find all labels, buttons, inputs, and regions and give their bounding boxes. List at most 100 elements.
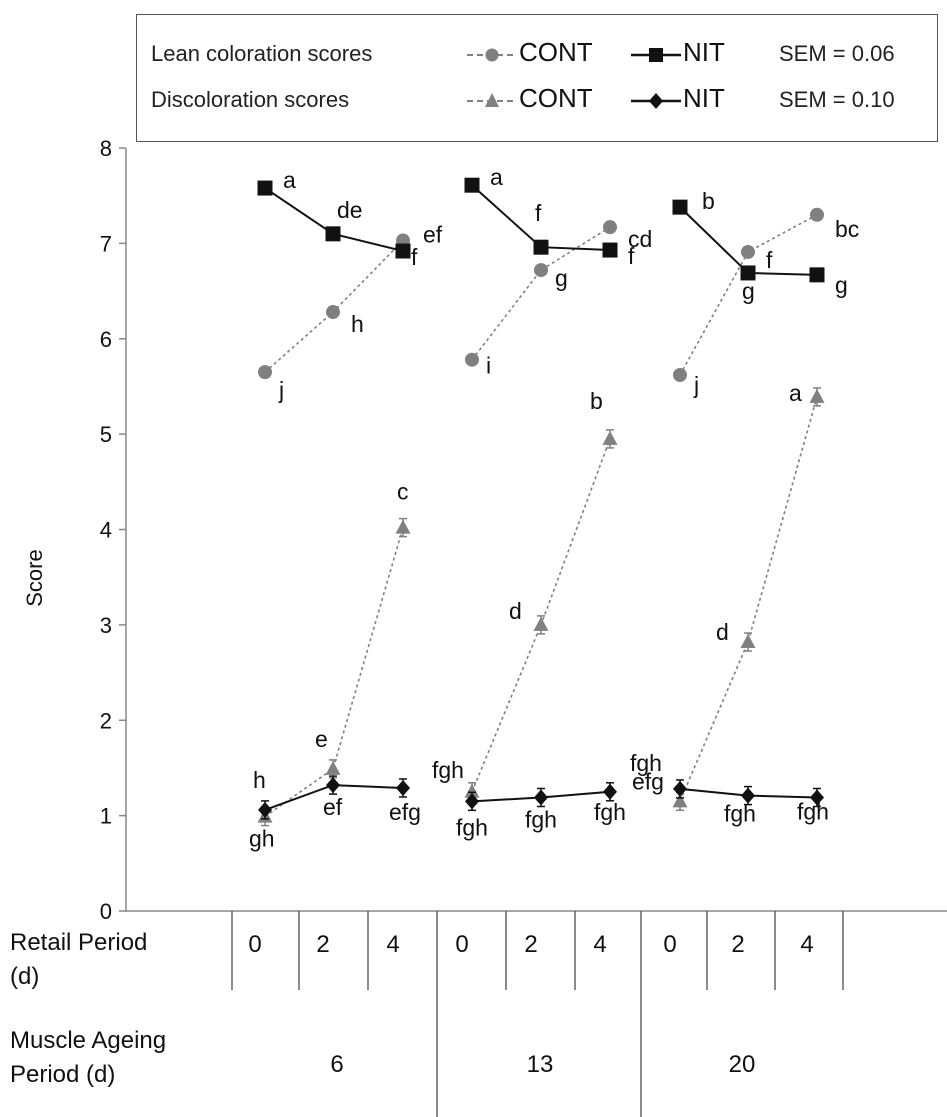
data-point-disc_cont [809,388,825,403]
data-point-lean_nit [395,243,411,259]
point-letter-lean_nit: g [835,272,848,298]
data-point-disc_cont [325,760,341,775]
legend-text-disc-nit: NIT [683,83,725,113]
point-letter-disc_nit: fgh [594,799,626,825]
data-point-disc_nit [810,789,824,806]
y-tick-label: 8 [100,136,112,161]
y-tick-label: 5 [100,422,112,447]
legend-row-disc: Discoloration scores CONT NIT SEM = 0.10 [137,81,937,121]
legend-text-lean-nit: NIT [683,37,725,67]
point-letter-lean_cont: f [766,247,773,273]
retail-period-cell: 2 [731,931,744,958]
data-point-disc_nit [396,779,410,796]
x-axis-table: 0 2 4 0 2 4 0 2 4 6 13 20 [231,911,844,1117]
legend-glyph-disc-nit [631,93,681,109]
legend-label-disc: Discoloration scores [151,87,350,112]
series-line-disc_cont [679,396,818,802]
legend-text-disc-cont: CONT [519,83,593,113]
point-letter-lean_cont: g [555,265,568,291]
data-point-lean_nit [809,267,825,283]
point-letter-lean_nit: g [742,278,755,304]
y-tick-label: 6 [100,327,112,352]
retail-period-cell: 4 [386,931,399,958]
retail-period-cell: 4 [593,931,606,958]
data-point-disc_nit [673,780,687,797]
data-point-lean_cont [603,220,617,235]
point-letter-disc_nit: fgh [630,750,662,776]
y-tick-label: 0 [100,899,112,924]
data-point-lean_cont [741,244,755,259]
point-letter-lean_cont: h [351,311,364,337]
retail-period-cell: 0 [455,931,468,958]
point-letter-lean_nit: a [490,164,503,190]
point-letter-disc_nit: fgh [724,801,756,827]
point-letter-lean_cont: cd [628,226,652,252]
point-letter-disc_nit: fgh [797,799,829,825]
legend-row-lean: Lean coloration scores CONT NIT SEM = 0.… [137,35,937,75]
significance-letters: j h ef i g cd j f bc a de f a f f b g g gh e c fgh d b efg d a h ef e… [249,164,859,851]
ageing-period-cell: 20 [729,1051,756,1078]
ageing-period-header-line2: Period (d) [10,1061,116,1088]
point-letter-disc_nit: ef [323,794,343,820]
data-point-disc_cont [464,783,480,798]
data-point-disc_cont [740,634,756,649]
ageing-period-header-line1: Muscle Ageing [10,1027,167,1054]
retail-period-header: Retail Period (d) [10,926,147,994]
retail-period-header-line2: (d) [10,963,40,990]
point-letter-disc_cont: a [789,380,802,406]
retail-period-cell: 2 [316,931,329,958]
axes: 0 1 2 3 4 5 6 7 8 Score [22,136,947,924]
point-letter-lean_nit: f [535,200,542,226]
point-letter-disc_nit: fgh [456,814,488,840]
retail-period-cell: 0 [663,931,676,958]
data-point-lean_nit [257,180,273,196]
data-point-lean_cont [810,207,824,222]
point-letter-disc_cont: d [716,619,729,645]
data-point-lean_nit [325,226,341,242]
data-point-lean_nit [672,199,688,215]
point-letter-disc_cont: d [509,598,522,624]
data-point-disc_nit [465,793,479,810]
data-point-lean_cont [258,365,272,380]
y-tick-label: 4 [100,518,112,543]
y-tick-label: 1 [100,804,112,829]
data-point-disc_nit [603,783,617,800]
legend-label-lean: Lean coloration scores [151,41,373,66]
point-letter-disc_nit: efg [389,799,421,825]
data-point-lean_nit [464,177,480,193]
retail-period-cell: 4 [800,931,813,958]
legend-glyph-lean-nit [631,48,681,62]
data-point-lean_cont [465,352,479,367]
legend-sem-lean: SEM = 0.06 [779,41,895,66]
legend: Lean coloration scores CONT NIT SEM = 0.… [136,14,938,142]
legend-glyph-disc-cont [467,93,517,107]
series-line-lean_nit [264,187,404,252]
legend-text-lean-cont: CONT [519,37,593,67]
point-letter-disc_cont: efg [632,768,664,794]
data-point-disc_cont [602,430,618,445]
data-point-disc_nit [741,787,755,804]
legend-sem-disc: SEM = 0.10 [779,87,895,112]
ageing-period-header: Muscle Ageing Period (d) [10,1024,166,1092]
retail-period-cell: 0 [248,931,261,958]
data-point-disc_cont [672,793,688,808]
y-tick-label: 2 [100,708,112,733]
point-letter-lean_nit: a [283,167,296,193]
point-letter-lean_nit: f [411,244,418,270]
ageing-period-cell: 6 [330,1051,343,1078]
point-letter-lean_cont: ef [423,222,443,248]
data-point-lean_cont [534,263,548,278]
data-point-disc_nit [258,801,272,818]
data-point-lean_nit [740,265,756,281]
point-letter-disc_cont: c [397,479,409,505]
retail-period-header-line1: Retail Period [10,929,148,956]
point-letter-lean_cont: bc [835,216,859,242]
point-letter-disc_cont: b [590,388,603,414]
ageing-period-cell: 13 [527,1051,554,1078]
data-point-lean_cont [673,367,687,382]
data-point-lean_cont [326,305,340,320]
point-letter-lean_nit: de [337,197,363,223]
point-letter-disc_cont: gh [249,826,275,852]
data-point-disc_nit [326,777,340,794]
point-letter-disc_cont: e [315,726,328,752]
